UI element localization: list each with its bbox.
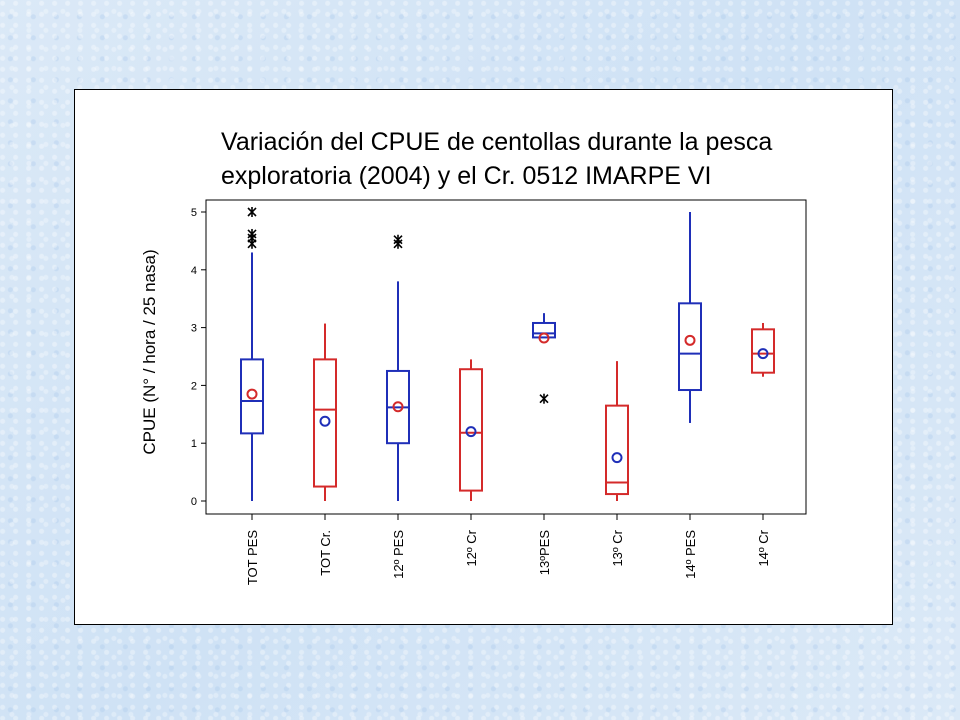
chart-title-line-1: Variación del CPUE de centollas durante … xyxy=(221,128,772,156)
box-iqr xyxy=(605,404,629,496)
box-series xyxy=(240,207,775,501)
box-iqr xyxy=(240,358,264,435)
chart-title-line-2: exploratoria (2004) y el Cr. 0512 IMARPE… xyxy=(221,162,712,190)
box-8 xyxy=(751,322,775,377)
box-3 xyxy=(386,234,410,501)
box-6 xyxy=(605,361,629,501)
y-tick-label: 1 xyxy=(191,438,197,450)
box-iqr xyxy=(678,302,702,392)
mean-marker xyxy=(538,332,550,344)
y-axis-label: CPUE (N° / hora / 25 nasa) xyxy=(140,249,159,454)
outlier-marker xyxy=(247,228,257,239)
mean-marker xyxy=(392,401,404,413)
x-category-label: 13ºPES xyxy=(537,530,552,576)
y-axis: 0 1 2 3 4 5 xyxy=(191,207,206,508)
x-category-label: 14º Cr xyxy=(756,529,771,566)
mean-marker xyxy=(319,415,331,427)
box-1 xyxy=(240,207,264,501)
mean-marker xyxy=(465,426,477,438)
box-2 xyxy=(313,323,337,501)
outlier-marker xyxy=(247,207,257,217)
x-category-label: TOT PES xyxy=(245,530,260,585)
box-5 xyxy=(532,313,556,404)
plot-frame xyxy=(205,199,807,515)
mean-marker xyxy=(246,388,258,400)
y-tick-label: 2 xyxy=(191,380,197,392)
mean-marker xyxy=(611,452,623,464)
outlier-marker xyxy=(539,393,549,404)
x-category-label: 12º Cr xyxy=(464,529,479,566)
box-7 xyxy=(678,212,702,423)
boxplot-chart: Variación del CPUE de centollas durante … xyxy=(140,128,807,585)
x-axis: TOT PES TOT Cr. 12º PES 12º Cr 13ºPES 13º Cr 1… xyxy=(245,514,771,585)
x-category-label: 12º PES xyxy=(391,530,406,579)
box-4 xyxy=(459,359,483,501)
box-iqr xyxy=(751,328,775,374)
y-tick-label: 0 xyxy=(191,496,197,508)
x-category-label: 13º Cr xyxy=(610,529,625,566)
box-iqr xyxy=(313,358,337,488)
mean-marker xyxy=(757,348,769,360)
y-tick-label: 4 xyxy=(191,265,197,277)
x-category-label: 14º PES xyxy=(683,530,698,579)
box-iqr xyxy=(459,368,483,492)
y-tick-label: 3 xyxy=(191,323,197,335)
mean-marker xyxy=(684,334,696,346)
box-iqr xyxy=(532,321,556,339)
chart-panel: Variación del CPUE de centollas durante … xyxy=(74,89,893,625)
x-category-label: TOT Cr. xyxy=(318,530,333,576)
y-tick-label: 5 xyxy=(191,207,197,219)
outlier-marker xyxy=(393,234,403,245)
